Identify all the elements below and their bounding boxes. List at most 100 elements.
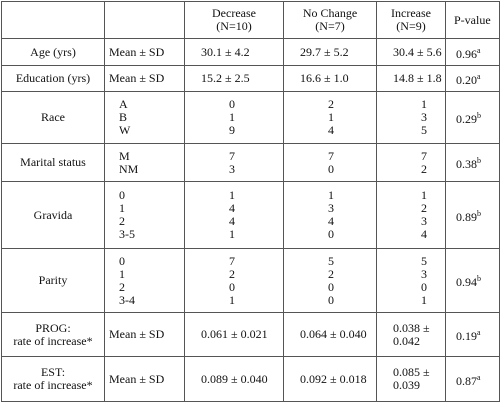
cell-line: Mean ± SD [109,44,165,59]
cell-line: 4 [328,214,334,228]
cell-line: 1 [229,227,235,241]
table-row: Education (yrs) Mean ± SD 15.2 ± 2.5 16.6 ±… [1,65,500,92]
p-number: 0.29 [456,112,477,126]
cell-line: 7 [229,253,235,268]
cell-line: 2 [119,279,125,294]
cell-line: 2 [328,97,334,111]
cell-line: 14.8 ± 1.8 [393,71,442,85]
p-value: 0.20a [445,65,500,92]
cell-line: 5 [328,253,334,268]
cell-line: A [119,97,128,111]
cell-line: Education (yrs) [15,71,91,85]
row-stat: Mean ± SD [104,356,185,402]
header-row: Decrease (N=10) No Change (N=7) Increase (N=9… [1,1,500,39]
data-cell: 0.064 ± 0.040 [283,312,377,357]
cell-line: M [119,148,130,163]
cell-line: 7 [328,148,334,163]
cell-line: 0 [328,161,334,176]
cell-line: 0.061 ± 0.021 [201,327,268,341]
p-value: 0.96a [445,38,500,66]
data-cell: 0.038 ± 0.042 [376,312,446,357]
p-note: b [477,208,481,218]
row-label: Race [1,91,105,144]
data-cell: 0.092 ± 0.018 [283,356,377,402]
row-label: EST: rate of increase* [1,356,105,402]
p-number: 0.38 [456,157,477,171]
table-row: Race A B W 0 1 9 2 1 4 1 3 5 0.29b [1,91,500,144]
cell-line: Increase [391,6,431,20]
data-cell: 0.085 ± 0.039 [376,356,446,402]
header-cell [1,1,105,39]
cell-line: 0 [421,279,427,294]
p-number: 0.96 [456,46,477,61]
header-cell [104,1,185,39]
cell-line: 0.038 ± 0.042 [393,320,430,348]
cell-line: 1 [421,292,427,307]
cell-line: 3 [421,266,427,281]
p-value: 0.19a [445,312,500,357]
cell-line: 3 [421,214,427,228]
table-row: PROG: rate of increase* Mean ± SD 0.061 ± 0… [1,312,500,357]
row-stat: M NM [104,143,185,182]
cell-line: EST: [40,365,66,379]
cell-line: 3 [229,161,235,176]
row-label: Education (yrs) [1,65,105,92]
p-value: 0.94b [445,248,500,313]
data-cell: 14.8 ± 1.8 [376,65,446,92]
p-note: a [477,72,481,81]
cell-line: (N=10) [216,19,252,33]
header-cell: Decrease (N=10) [184,1,284,39]
row-stat: Mean ± SD [104,38,185,66]
cell-line: Parity [38,273,68,287]
cell-line: Decrease [212,6,256,20]
cell-line: (N=9) [396,19,426,33]
cell-line: Mean ± SD [109,371,165,386]
p-number: 0.20 [456,73,477,87]
row-stat: 0 1 2 3-4 [104,248,185,313]
cell-line: Marital status [20,155,86,169]
cell-line: 0 [229,97,235,111]
cell-line: 0.085 ± 0.039 [393,365,430,392]
p-value: 0.29b [445,91,500,144]
p-number: 0.19 [456,329,477,343]
cell-line: 1 [328,110,334,124]
table-row: Parity 0 1 2 3-4 7 2 0 1 5 2 0 0 5 3 0 1 0.94b [1,248,500,313]
cell-line: W [119,123,131,137]
cell-line: 1 [421,188,427,202]
table-row: EST: rate of increase* Mean ± SD 0.089 ± 0.… [1,356,500,402]
p-number: 0.89 [456,209,477,224]
cell-line: rate of increase* [13,378,93,392]
table-row: Age (yrs) Mean ± SD 30.1 ± 4.2 29.7 ± 5.2 30… [1,38,500,66]
data-cell: 30.4 ± 5.6 [376,38,446,66]
cell-line: 0 [119,188,125,202]
p-note: a [477,372,481,382]
cell-line: B [119,110,128,124]
cell-line: 1 [229,110,235,124]
cell-line: 0.064 ± 0.040 [300,327,367,341]
cell-line: 3-5 [119,227,135,241]
row-label: PROG: rate of increase* [1,312,105,357]
row-label: Parity [1,248,105,313]
cell-line: 1 [229,188,235,202]
cell-line: P-value [454,12,491,27]
cell-line: 0 [119,253,125,268]
cell-line: 0 [328,227,334,241]
cell-line: 0.092 ± 0.018 [300,371,367,386]
p-value: 0.87a [445,356,500,402]
p-value: 0.89b [445,181,500,249]
cell-line: 3 [421,110,427,124]
cell-line: 5 [421,123,427,137]
row-stat: Mean ± SD [104,65,185,92]
p-note: a [477,328,481,337]
cell-line: 3 [328,201,334,215]
data-cell: 29.7 ± 5.2 [283,38,377,66]
cell-line: 3-4 [119,292,135,307]
cell-line: Age (yrs) [30,44,76,59]
